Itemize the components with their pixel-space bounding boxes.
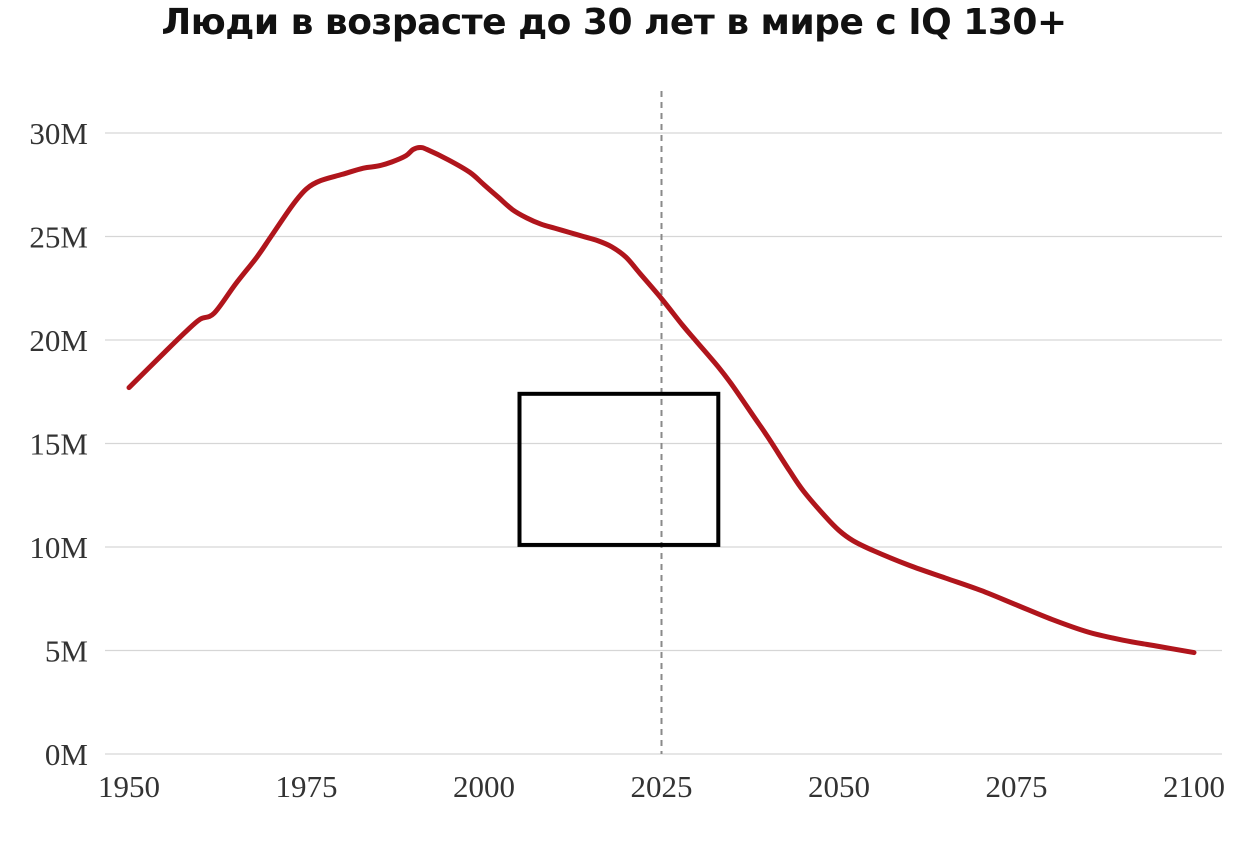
chart-title: Люди в возрасте до 30 лет в мире с IQ 13… [161, 2, 1067, 43]
y-axis-tick-labels: 0M 5M 10M 15M 20M 25M 30M [29, 116, 88, 772]
x-tick-label: 1975 [276, 769, 338, 804]
y-tick-label: 30M [29, 116, 88, 151]
y-tick-label: 20M [29, 323, 88, 358]
y-tick-label: 15M [29, 427, 88, 462]
x-tick-label: 2000 [453, 769, 515, 804]
y-tick-label: 25M [29, 220, 88, 255]
y-tick-label: 5M [45, 634, 88, 669]
y-tick-label: 10M [29, 530, 88, 565]
x-tick-label: 2075 [986, 769, 1048, 804]
gridlines [105, 132, 1222, 755]
x-tick-label: 2050 [808, 769, 870, 804]
x-tick-label: 2100 [1163, 769, 1225, 804]
highlight-box [517, 391, 721, 547]
x-axis-tick-labels: 1950 1975 2000 2025 2050 2075 2100 [98, 769, 1225, 804]
series-line [126, 144, 1197, 656]
x-tick-label: 2025 [631, 769, 693, 804]
y-tick-label: 0M [45, 737, 88, 772]
highlight-box-group [517, 391, 721, 547]
x-tick-label: 1950 [98, 769, 160, 804]
series-group [126, 144, 1197, 656]
